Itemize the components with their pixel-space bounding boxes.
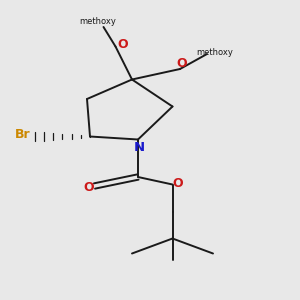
Text: N: N <box>133 141 145 154</box>
Text: O: O <box>172 177 183 190</box>
Text: methoxy: methoxy <box>79 17 116 26</box>
Text: methoxy: methoxy <box>196 48 233 57</box>
Text: Br: Br <box>15 128 30 142</box>
Text: O: O <box>118 38 128 52</box>
Text: O: O <box>83 181 94 194</box>
Text: O: O <box>176 57 187 70</box>
